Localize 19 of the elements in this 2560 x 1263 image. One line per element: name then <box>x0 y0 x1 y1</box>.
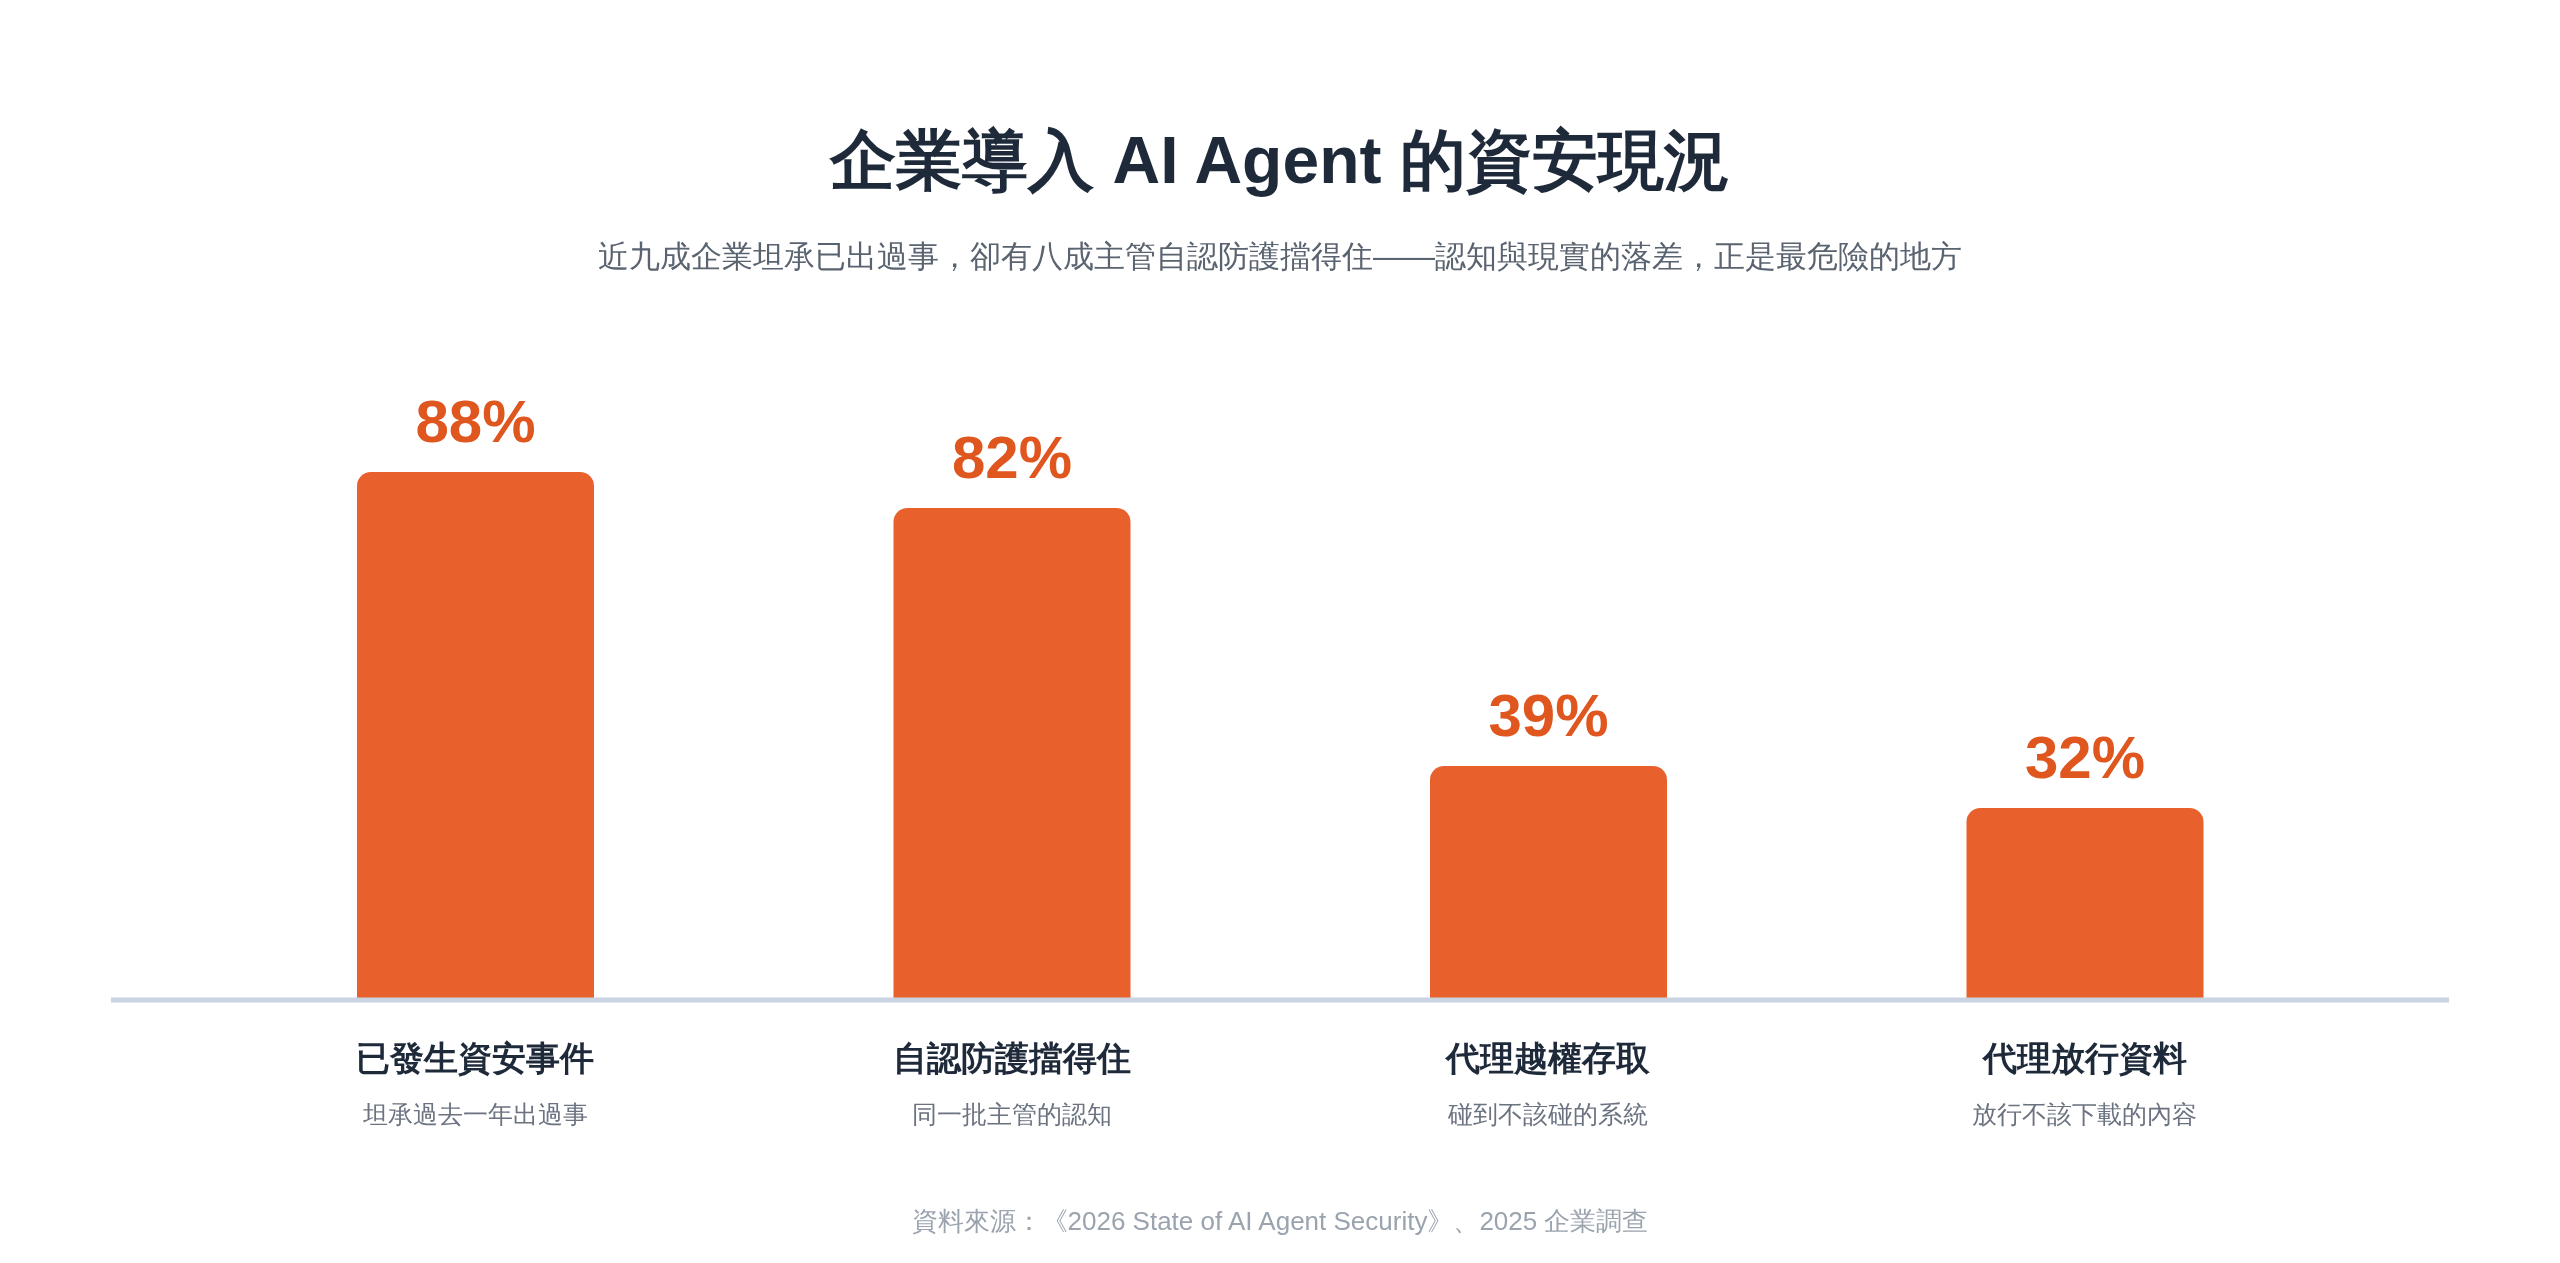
chart-title: 企業導入 AI Agent 的資安現況 <box>828 122 1731 199</box>
chart-subtitle: 近九成企業坦承已出過事，卻有八成主管自認防護擋得住——認知與現實的落差，正是最危險的地方 <box>597 238 1963 276</box>
data-label: 32% <box>2024 724 2146 791</box>
bar <box>1430 766 1667 1000</box>
text: 碰到不該碰的系統 <box>1447 1100 1649 1128</box>
text: 同一批主管的認知 <box>911 1100 1112 1128</box>
data-label: 39% <box>1488 682 1609 749</box>
text: 坦承過去一年出過事 <box>361 1100 588 1128</box>
x-tick-label: 代理放行資料 <box>1980 1039 2187 1077</box>
x-tick-label: 代理越權存取 <box>1444 1039 1652 1077</box>
x-tick-label: 自認防護擋得住 <box>892 1039 1131 1077</box>
x-tick-label: 已發生資安事件 <box>356 1039 595 1077</box>
data-label: 82% <box>951 424 1073 491</box>
bar <box>357 472 594 1000</box>
data-label: 88% <box>415 388 536 455</box>
text: 放行不該下載的內容 <box>1972 1100 2198 1128</box>
bar <box>1966 808 2204 1000</box>
bar <box>893 508 1131 1000</box>
source-note: 資料來源：《2026 State of AI Agent Security》、2025 企業調查 <box>910 1205 1650 1238</box>
